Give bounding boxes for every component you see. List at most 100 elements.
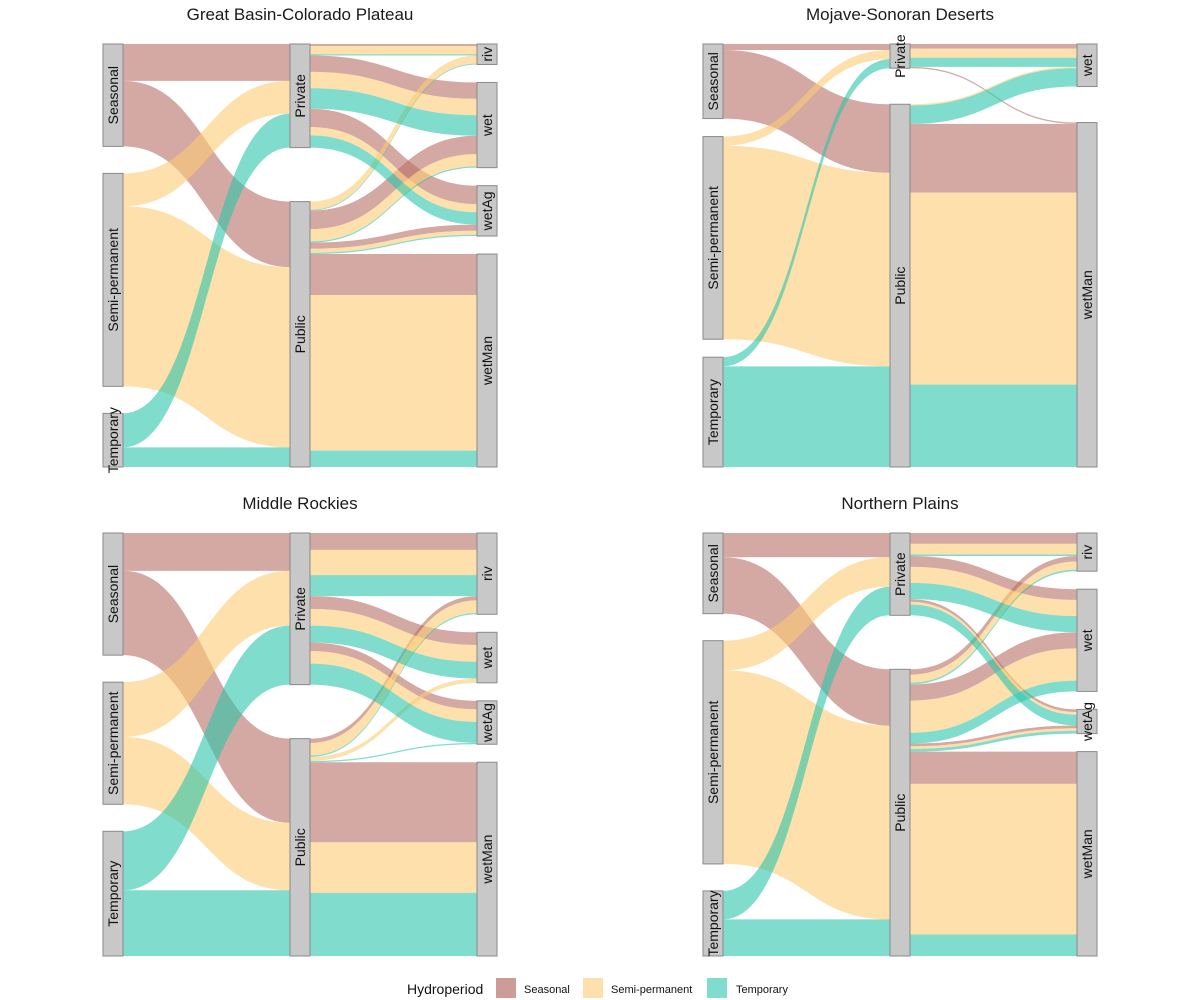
flow-semi-permanent-to-public xyxy=(723,145,890,367)
flow-private-to-wet-semi-permanent xyxy=(910,48,1077,58)
node-semi-permanent xyxy=(702,136,724,340)
nodes: Seasonal Semi-permanent Temporary Private Pu… xyxy=(102,532,498,957)
node-public xyxy=(889,668,911,957)
flow-public-to-wetag-seasonal xyxy=(310,224,477,249)
flow-semi-permanent-to-private xyxy=(723,557,890,671)
flow-public-to-riv-temporary xyxy=(310,63,477,211)
node-private xyxy=(289,532,311,686)
flow-private-to-wet-semi-permanent xyxy=(310,608,477,662)
node-label-temporary: Temporary xyxy=(705,890,721,956)
node-label-semi-permanent: Semi-permanent xyxy=(105,691,121,795)
flows xyxy=(723,44,1077,467)
node-label-semi-permanent: Semi-permanent xyxy=(705,186,721,290)
flow-seasonal-to-private xyxy=(723,44,890,50)
flow-temporary-to-private xyxy=(123,625,290,891)
flow-private-to-wet-temporary xyxy=(910,57,1077,67)
node-wetag xyxy=(476,185,498,237)
flow-private-to-riv-seasonal xyxy=(310,44,477,47)
node-riv xyxy=(476,532,498,615)
node-label-public: Public xyxy=(292,828,308,866)
node-label-wetag: wetAg xyxy=(479,703,495,743)
node-label-wet: wet xyxy=(479,647,495,670)
flow-public-to-wet-temporary xyxy=(910,680,1077,744)
node-public xyxy=(289,201,311,468)
flow-public-to-riv-semi-permanent xyxy=(910,561,1077,683)
node-label-private: Private xyxy=(292,74,308,118)
node-label-wet: wet xyxy=(479,114,495,137)
flow-temporary-to-private xyxy=(723,59,890,367)
node-label-riv: riv xyxy=(479,47,495,62)
flow-public-to-riv-seasonal xyxy=(310,596,477,743)
node-private xyxy=(889,532,911,616)
panel-title: Northern Plains xyxy=(841,494,958,513)
flow-private-to-wetag-semi-permanent xyxy=(910,601,1077,715)
node-semi-permanent xyxy=(702,640,724,865)
node-wetman xyxy=(476,253,498,468)
panel-title: Great Basin-Colorado Plateau xyxy=(187,5,414,24)
flow-private-to-wetag-seasonal xyxy=(910,599,1077,713)
node-temporary xyxy=(102,830,124,957)
node-wetman xyxy=(476,761,498,957)
node-semi-permanent xyxy=(102,681,124,805)
node-label-wetman: wetMan xyxy=(1079,270,1095,320)
node-label-wet: wet xyxy=(1079,629,1095,652)
flows xyxy=(123,533,477,956)
node-label-riv: riv xyxy=(1079,545,1095,560)
flow-private-to-wetag-semi-permanent xyxy=(310,650,477,722)
flow-temporary-to-private xyxy=(123,113,290,448)
flow-semi-permanent-to-private xyxy=(723,49,890,146)
flow-temporary-to-public xyxy=(723,919,890,956)
node-seasonal xyxy=(102,532,124,656)
node-label-wetag: wetAg xyxy=(1079,702,1095,742)
node-temporary xyxy=(102,412,124,468)
flow-public-to-wetman-seasonal xyxy=(910,123,1077,193)
node-label-semi-permanent: Semi-permanent xyxy=(705,700,721,804)
node-label-seasonal: Seasonal xyxy=(105,565,121,623)
flow-seasonal-to-public xyxy=(723,49,890,173)
flows xyxy=(123,44,477,467)
flow-public-to-wet-semi-permanent xyxy=(910,66,1077,106)
flow-public-to-wetman-semi-permanent xyxy=(310,842,477,893)
node-label-riv: riv xyxy=(479,566,495,581)
flow-public-to-wetman-seasonal xyxy=(310,254,477,295)
node-label-public: Public xyxy=(892,267,908,305)
flow-private-to-wetag-semi-permanent xyxy=(310,127,477,213)
node-riv xyxy=(476,43,498,65)
flow-private-to-wet-temporary xyxy=(310,88,477,136)
node-label-private: Private xyxy=(892,34,908,78)
panel-title: Middle Rockies xyxy=(242,494,357,513)
flow-public-to-wetman-semi-permanent xyxy=(910,783,1077,935)
node-label-private: Private xyxy=(292,587,308,631)
node-label-temporary: Temporary xyxy=(105,861,121,927)
node-wetman xyxy=(1076,122,1098,468)
panel-mojave-sonoran-deserts: Mojave-Sonoran Deserts Seasonal Semi-perma… xyxy=(702,5,1098,468)
node-temporary xyxy=(702,356,724,468)
flow-public-to-wetman-temporary xyxy=(310,892,477,956)
node-label-semi-permanent: Semi-permanent xyxy=(105,228,121,332)
flow-public-to-wetag-semi-permanent xyxy=(910,728,1077,749)
flow-public-to-wetman-semi-permanent xyxy=(910,192,1077,385)
flow-semi-permanent-to-private xyxy=(123,80,290,207)
node-label-wetman: wetMan xyxy=(479,336,495,386)
node-wetag xyxy=(1076,708,1098,735)
node-seasonal xyxy=(102,43,124,147)
panel-great-basin-colorado-plateau: Great Basin-Colorado Plateau Seasonal Semi… xyxy=(102,5,498,473)
flow-temporary-to-public xyxy=(123,890,290,956)
flow-public-to-wet-temporary xyxy=(910,68,1077,124)
flow-public-to-wetman-seasonal xyxy=(910,751,1077,784)
legend-swatch-semi-permanent xyxy=(583,978,603,998)
node-label-seasonal: Seasonal xyxy=(105,66,121,124)
flow-private-to-wetag-temporary xyxy=(910,604,1077,726)
node-public xyxy=(889,103,911,468)
flow-private-to-wet-seasonal xyxy=(910,556,1077,600)
flow-private-to-wet-semi-permanent xyxy=(910,566,1077,617)
node-wetag xyxy=(476,700,498,745)
panel-northern-plains: Northern Plains Seasonal Semi-permanent Tem… xyxy=(702,494,1098,957)
flow-public-to-wetag-temporary xyxy=(310,234,477,255)
node-label-temporary: Temporary xyxy=(705,379,721,445)
node-temporary xyxy=(702,890,724,957)
flow-public-to-wetman-temporary xyxy=(910,934,1077,956)
node-label-wetman: wetMan xyxy=(479,835,495,885)
node-label-seasonal: Seasonal xyxy=(705,544,721,602)
node-seasonal xyxy=(702,43,724,120)
